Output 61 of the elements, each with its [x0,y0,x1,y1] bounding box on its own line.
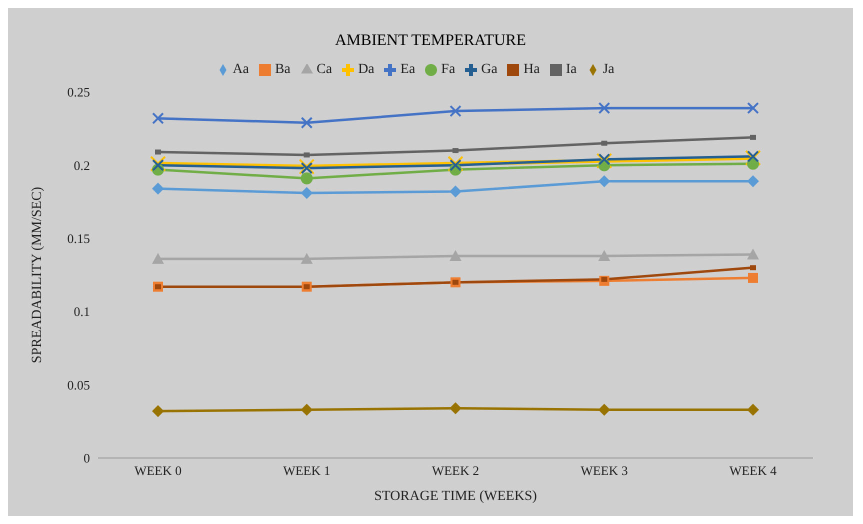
chart-title: AMBIENT TEMPERATURE [334,31,527,51]
point [747,150,759,162]
point [598,404,610,416]
point [450,402,462,414]
x-tick-label: WEEK 3 [580,463,628,478]
legend-label: Ia [566,62,577,77]
point [300,162,313,174]
point [300,172,313,184]
point [452,148,458,154]
point [450,186,462,198]
legend-label: Fa [441,62,456,77]
x-tick-label: WEEK 4 [729,463,778,478]
legend-label: Ga [481,62,498,77]
point [598,175,610,188]
point [745,150,761,166]
y-tick-label: 0.1 [74,304,90,320]
y-tick-label: 0 [84,450,90,466]
legend-label: Ha [523,62,540,77]
legend-label: Da [358,62,374,77]
point [747,404,759,416]
point [300,116,313,129]
y-axis-title: SPREADABILITY (MM/SEC) [30,186,45,364]
x-axis-title: STORAGE TIME (WEEKS) [374,489,538,504]
point [152,112,164,124]
point [152,182,164,195]
legend-label: Aa [232,62,249,77]
point [747,102,759,114]
point [747,175,759,188]
point [450,250,462,261]
legend-label: Ca [316,62,332,77]
y-tick-label: 0.05 [67,377,90,392]
legend-label: Ea [400,62,416,77]
point [150,156,166,172]
legend-label: Ba [274,62,290,77]
point [152,252,164,264]
point [300,404,313,416]
point [598,153,610,166]
x-tick-label: WEEK 1 [283,463,330,478]
point [304,152,310,158]
x-tick-label: WEEK 2 [432,463,480,478]
y-tick-label: 0.15 [67,231,90,246]
point [155,150,161,155]
y-tick-label: 0.2 [74,158,90,173]
point [601,140,608,146]
point [152,159,164,172]
point [448,156,464,172]
point [750,265,756,270]
point [300,252,313,264]
legend-label: Ja [602,62,614,77]
point [450,159,462,172]
x-tick-label: WEEK 0 [134,463,182,478]
point [300,187,313,200]
point [598,250,610,261]
point [152,405,164,418]
point [450,105,462,118]
point [298,158,315,175]
point [750,134,756,140]
point [748,272,758,283]
point [747,248,759,260]
point [598,102,610,114]
y-tick-label: 0.25 [67,84,90,100]
